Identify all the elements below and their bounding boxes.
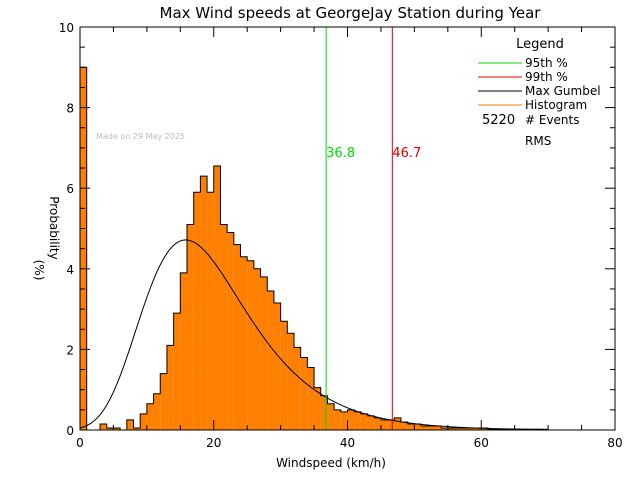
histogram-bar <box>320 395 328 430</box>
y-tick-label: 8 <box>66 102 74 116</box>
y-tick-label: 10 <box>59 21 74 35</box>
chart-title: Max Wind speeds at GeorgeJay Station dur… <box>160 4 542 22</box>
histogram-bar <box>193 192 201 430</box>
legend-item-99th: 99th % <box>478 70 568 84</box>
histogram-bar <box>421 425 428 430</box>
histogram-bar <box>227 232 234 430</box>
histogram-bar <box>300 357 308 430</box>
histogram-bar <box>414 423 422 430</box>
x-tick-label: 40 <box>340 436 355 450</box>
histogram-bar <box>467 427 475 430</box>
legend-title: Legend <box>516 37 564 52</box>
legend-label-histogram: Histogram <box>525 98 587 112</box>
x-tick-label: 60 <box>474 436 489 450</box>
histogram-bar <box>126 419 134 430</box>
histogram-bar <box>173 313 181 430</box>
x-tick-label: 0 <box>76 436 84 450</box>
histogram-bar <box>260 276 268 430</box>
gumbel-curve <box>79 239 549 430</box>
histogram-bar <box>340 411 348 430</box>
axes: 0 20 40 60 80 0 2 4 6 8 10 <box>59 21 623 450</box>
histogram-bar <box>160 373 167 430</box>
histogram-bar <box>253 268 261 430</box>
histogram-bar <box>233 244 241 430</box>
y-tick-label: 2 <box>66 343 74 357</box>
legend-label-gumbel: Max Gumbel <box>525 84 601 98</box>
histogram-bar <box>240 256 248 430</box>
histogram-bar <box>387 419 395 430</box>
histogram-bar <box>454 427 462 430</box>
percentile-value-95th: 36.8 <box>326 146 355 161</box>
histogram-bar <box>207 192 214 430</box>
histogram-bar <box>146 403 154 430</box>
histogram-bar <box>220 224 228 430</box>
y-axis-label-top: Probability <box>47 196 61 259</box>
legend-events-label: # Events <box>525 113 580 127</box>
histogram-bar <box>140 413 147 430</box>
histogram-bar <box>427 425 435 430</box>
histogram-bar <box>314 387 321 430</box>
y-tick-label: 0 <box>66 424 74 438</box>
y-tick-label: 4 <box>66 263 74 277</box>
legend-item-histogram: Histogram <box>478 98 587 112</box>
histogram-bar <box>280 321 288 430</box>
x-tick-label: 80 <box>607 436 622 450</box>
histogram-bar <box>287 333 294 430</box>
histogram-bar <box>200 176 208 430</box>
histogram-bar <box>247 260 254 430</box>
histogram-bar <box>434 425 442 430</box>
histogram-bar <box>347 409 355 430</box>
histogram-bar <box>113 427 121 430</box>
x-tick-label: 20 <box>206 436 221 450</box>
gumbel-curve-layer <box>79 239 549 430</box>
legend-label-95th: 95th % <box>525 56 568 70</box>
histogram-bar <box>294 347 301 430</box>
histogram-bar <box>267 290 274 430</box>
histogram-bar <box>401 421 408 430</box>
histogram-bar <box>481 427 488 430</box>
percentile-lines: 36.8 46.7 <box>325 27 421 430</box>
histogram-bar <box>394 417 401 430</box>
legend-events-count: 5220 <box>482 113 515 128</box>
histogram-bar <box>461 427 468 430</box>
histogram-bar <box>474 427 482 430</box>
x-axis-label: Windspeed (km/h) <box>276 456 386 470</box>
histogram-bar <box>334 409 341 430</box>
histogram-bar <box>153 393 161 430</box>
histogram-bar <box>374 417 381 430</box>
histogram-bar <box>213 166 221 430</box>
histogram-bar <box>327 403 335 430</box>
legend-item-gumbel: Max Gumbel <box>478 84 601 98</box>
histogram-bar <box>441 427 448 430</box>
histogram-bar <box>133 427 141 430</box>
histogram-bar <box>180 272 187 430</box>
watermark-date: Made on 29 May 2025 <box>96 132 185 141</box>
legend-label-99th: 99th % <box>525 70 568 84</box>
histogram-bar <box>407 423 415 430</box>
legend-rms-label: RMS <box>525 134 551 148</box>
histogram-bar <box>354 411 361 430</box>
legend: Legend 95th % 99th % Max Gumbel Histogra… <box>478 37 601 148</box>
histogram-bar <box>360 413 368 430</box>
histogram-bar <box>166 345 174 430</box>
histogram-bar <box>273 303 281 430</box>
histogram-bar <box>380 419 388 430</box>
legend-item-95th: 95th % <box>478 56 568 70</box>
y-axis-label-bottom: (%) <box>32 260 46 281</box>
histogram-bar <box>187 224 194 430</box>
y-tick-label: 6 <box>66 182 74 196</box>
percentile-value-99th: 46.7 <box>392 146 421 161</box>
histogram-bar <box>307 367 315 430</box>
histogram-bar <box>106 427 114 430</box>
histogram-bar <box>367 415 375 430</box>
histogram-bar <box>100 423 107 430</box>
histogram-bar <box>447 427 455 430</box>
